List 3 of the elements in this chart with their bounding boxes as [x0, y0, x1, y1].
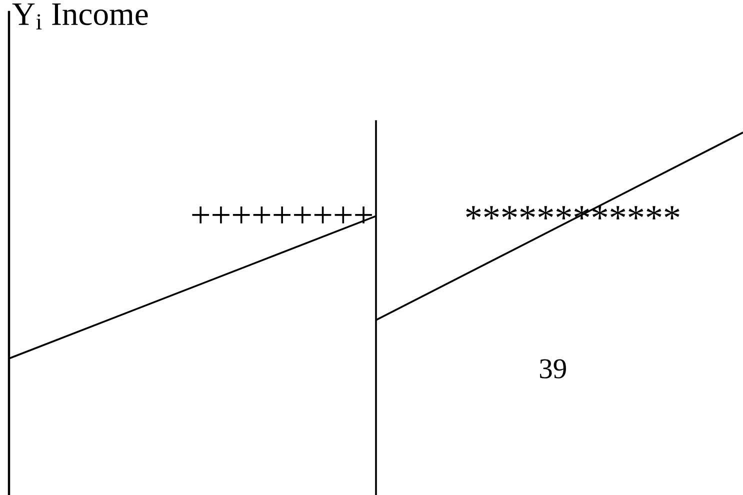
text: 39: [540, 359, 566, 378]
y-axis-title: Y$_{i}$ Income: [12, 3, 148, 30]
annotation: +++++++++: [192, 206, 372, 224]
